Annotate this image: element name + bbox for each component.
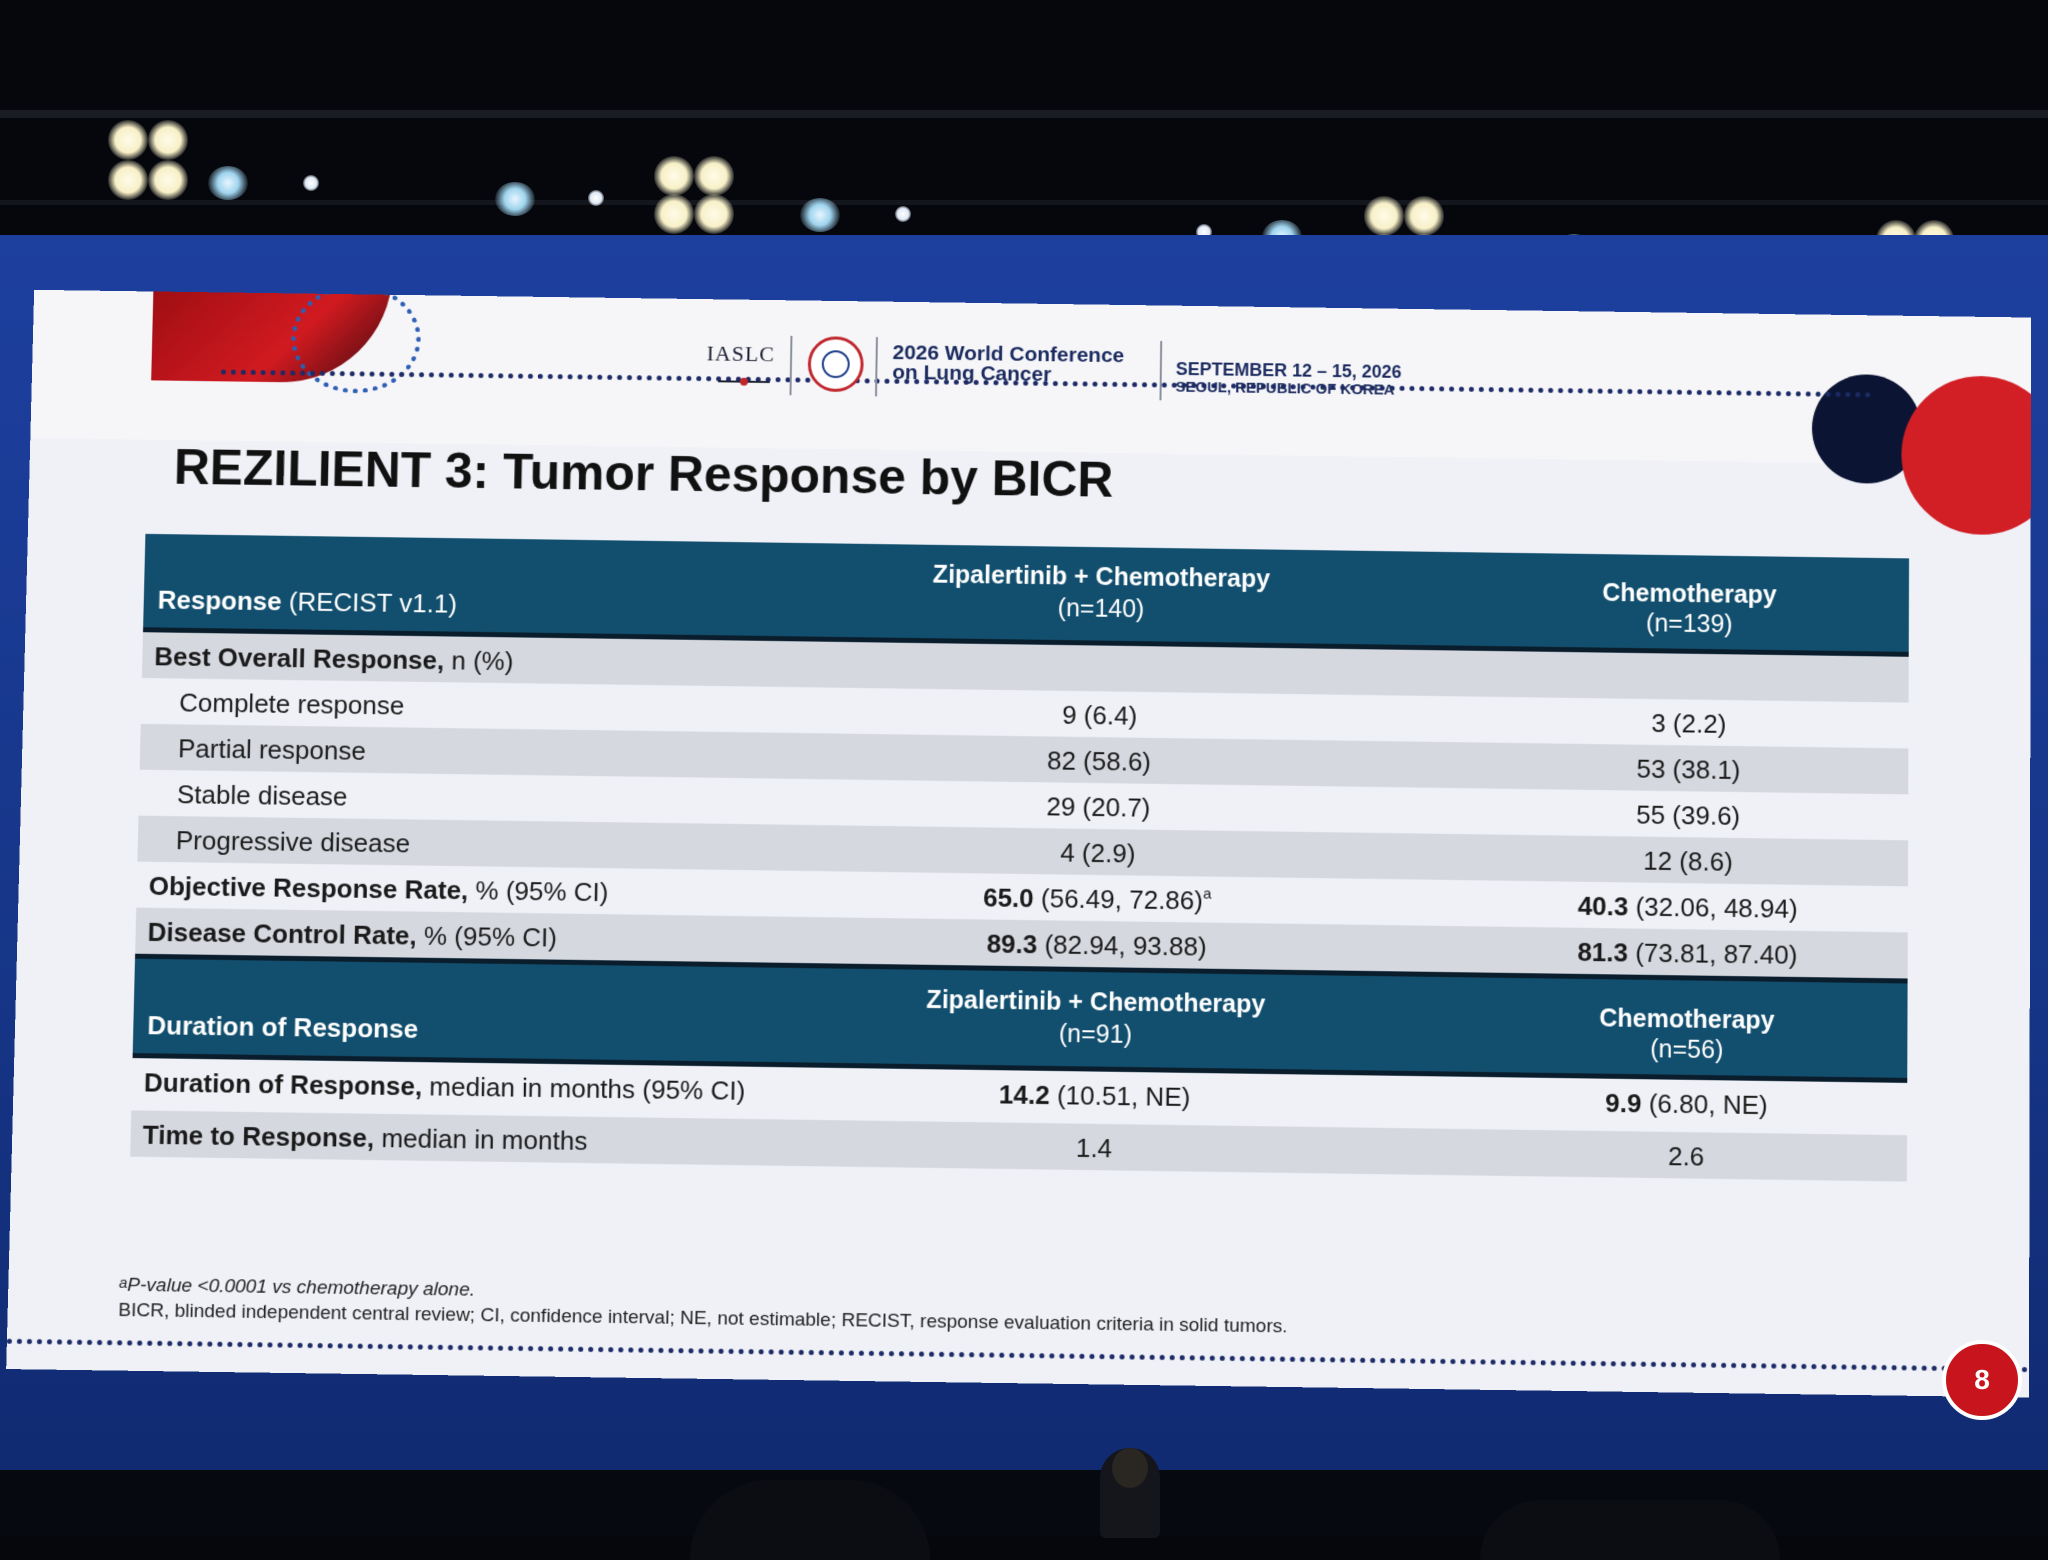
iaslc-logo-mark-icon (718, 376, 770, 387)
conference-name: 2026 World Conference on Lung Cancer (892, 341, 1125, 386)
dotted-divider-bottom (6, 1338, 2030, 1373)
stage-light (654, 156, 694, 196)
response-table: Response (RECIST v1.1) Zipalertinib + Ch… (130, 533, 1910, 1182)
led-light (800, 198, 840, 232)
stage-light (694, 194, 734, 234)
stage-light (1364, 196, 1404, 236)
lighting-truss-lower (0, 200, 2048, 205)
stage-light (694, 156, 734, 196)
presenter-head (1112, 1448, 1148, 1488)
spot-light (588, 190, 604, 206)
page-number-badge: 8 (1942, 1340, 2022, 1420)
lighting-truss (0, 110, 2048, 118)
stage-light (108, 120, 148, 160)
header-zipalertinib-column: Zipalertinib + Chemotherapy (n=91) (926, 985, 1266, 1049)
presentation-slide: IASLC 2026 World Conference on Lung Canc… (6, 289, 2032, 1398)
stage-light (148, 160, 188, 200)
stage-light (1404, 196, 1444, 236)
conference-location: SEOUL, REPUBLIC OF KOREA (1175, 378, 1395, 399)
header-response-column: Response (RECIST v1.1) (157, 584, 458, 619)
led-light (208, 166, 248, 200)
spot-light (303, 175, 319, 191)
led-light (495, 182, 535, 216)
header-zipalertinib-column: Zipalertinib + Chemotherapy (n=140) (932, 560, 1271, 624)
slide-title: REZILIENT 3: Tumor Response by BICR (173, 439, 1114, 508)
iaslc-logo: IASLC (706, 340, 776, 367)
footnote-abbreviations: BICR, blinded independent central review… (118, 1299, 1288, 1338)
header-duration-column: Duration of Response (147, 1010, 419, 1044)
stage-light (148, 120, 188, 160)
header-chemotherapy-column: Chemotherapy (n=56) (1599, 1004, 1775, 1065)
spot-light (895, 206, 911, 222)
header-chemotherapy-column: Chemotherapy (n=139) (1602, 578, 1777, 639)
audience-silhouette (1480, 1500, 1780, 1560)
stage-light (654, 194, 694, 234)
footnote-pvalue: aP-value <0.0001 vs chemotherapy alone. (118, 1274, 476, 1301)
stage-light (108, 160, 148, 200)
